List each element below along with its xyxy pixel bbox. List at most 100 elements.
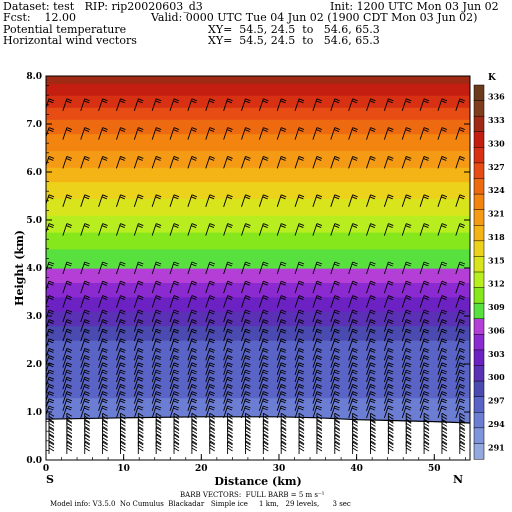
- wind-barb: [294, 155, 305, 169]
- colorbar-label: 330: [488, 138, 505, 148]
- theta-band: [46, 323, 470, 327]
- wind-barb: [312, 309, 323, 323]
- wind-barb: [312, 355, 323, 368]
- theta-band: [46, 270, 470, 274]
- wind-barb: [66, 427, 73, 440]
- wind-barb: [330, 309, 340, 323]
- wind-barb: [133, 376, 144, 390]
- theta-band: [46, 366, 470, 370]
- wind-barb: [241, 369, 251, 383]
- theta-band: [46, 210, 470, 214]
- theta-band: [46, 352, 470, 355]
- wind-barb: [312, 328, 323, 342]
- wind-barb: [366, 376, 376, 390]
- wind-barb: [169, 155, 180, 169]
- wind-barb: [405, 434, 412, 447]
- theta-band: [46, 119, 470, 123]
- wind-barb: [155, 412, 162, 426]
- wind-barb: [276, 223, 287, 236]
- wind-barb: [370, 420, 376, 433]
- wind-barb: [405, 441, 412, 454]
- wind-barb: [401, 347, 412, 361]
- wind-barb: [262, 412, 269, 426]
- wind-barb: [419, 369, 430, 383]
- wind-barb: [223, 261, 233, 275]
- theta-band: [46, 232, 470, 235]
- wind-barb: [151, 98, 162, 111]
- wind-barb: [187, 155, 198, 169]
- wind-barb: [133, 127, 144, 140]
- theta-band: [46, 227, 470, 231]
- wind-barb: [116, 98, 126, 111]
- wind-barb: [330, 127, 340, 140]
- wind-barb: [116, 319, 126, 332]
- x-axis-title: Distance (km): [214, 475, 301, 488]
- wind-barb: [62, 280, 73, 294]
- colorbar-label: 297: [488, 396, 505, 406]
- wind-barb: [348, 223, 358, 236]
- wind-barb: [419, 338, 430, 351]
- wind-barb: [98, 362, 108, 375]
- wind-barb: [80, 398, 90, 411]
- wind-barb: [241, 223, 251, 236]
- theta-band: [46, 220, 470, 223]
- wind-barb: [401, 295, 412, 308]
- wind-barb: [441, 420, 448, 433]
- wind-barb: [258, 194, 269, 207]
- theta-band: [46, 409, 470, 413]
- wind-barb: [62, 347, 73, 361]
- wind-barb: [98, 261, 108, 275]
- wind-barb: [116, 194, 126, 207]
- wind-barb: [366, 338, 376, 351]
- wind-barb: [98, 355, 108, 368]
- y-tick-label: 7.0: [26, 120, 42, 130]
- theta-band: [46, 160, 470, 163]
- theta-band: [46, 251, 470, 255]
- theta-band: [46, 397, 470, 401]
- y-tick-label: 2.0: [26, 360, 42, 370]
- wind-barb: [330, 347, 340, 361]
- wind-barb: [62, 328, 73, 342]
- wind-barb: [348, 295, 358, 308]
- wind-barb: [419, 405, 430, 419]
- wind-barb: [66, 441, 73, 454]
- wind-barb: [419, 295, 430, 308]
- wind-barb: [46, 355, 55, 367]
- wind-barb: [419, 309, 430, 323]
- wind-barb: [437, 355, 448, 368]
- wind-barb: [387, 427, 394, 440]
- theta-band: [46, 328, 470, 331]
- theta-band: [46, 234, 470, 238]
- theta-band: [46, 121, 470, 125]
- wind-barb: [116, 127, 126, 140]
- wind-barb: [80, 405, 90, 419]
- wind-barb: [330, 98, 340, 111]
- theta-band: [46, 174, 470, 178]
- wind-barb: [241, 280, 251, 294]
- wind-barb: [102, 441, 108, 454]
- wind-barb: [62, 383, 73, 397]
- wind-barb: [276, 127, 287, 140]
- wind-barb: [419, 391, 430, 404]
- wind-barb: [209, 420, 215, 433]
- wind-barb: [187, 347, 198, 361]
- wind-barb: [312, 155, 323, 169]
- wind-barb: [334, 420, 341, 433]
- wind-barb: [330, 280, 340, 294]
- theta-band: [46, 340, 470, 343]
- wind-barb: [151, 405, 162, 419]
- wind-barb: [401, 194, 412, 207]
- y-tick-label: 6.0: [26, 168, 42, 178]
- theta-band: [46, 380, 470, 384]
- y-tick-label: 0.0: [26, 456, 42, 466]
- wind-barb: [223, 280, 233, 294]
- theta-band: [46, 347, 470, 351]
- theta-band: [46, 92, 470, 96]
- theta-band: [46, 414, 470, 418]
- wind-barb: [401, 369, 412, 383]
- wind-barb: [169, 376, 180, 390]
- wind-barb: [280, 427, 287, 440]
- wind-barb: [455, 347, 465, 361]
- wind-barb: [455, 194, 465, 207]
- wind-barb: [80, 328, 90, 342]
